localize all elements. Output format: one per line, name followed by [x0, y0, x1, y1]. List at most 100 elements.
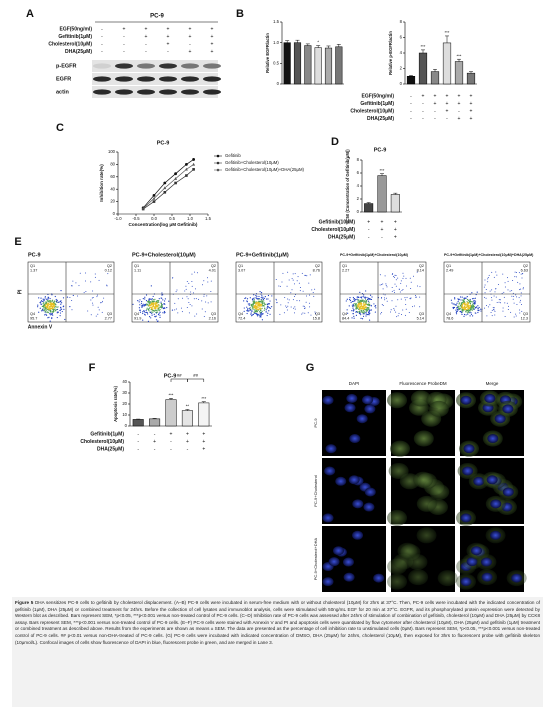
- event-dot: [261, 307, 263, 309]
- event-dot: [193, 298, 195, 300]
- event-dot: [459, 296, 462, 298]
- event-dot: [44, 305, 46, 307]
- event-dot: [246, 306, 248, 308]
- event-dot: [465, 309, 468, 311]
- row-label: PC-9+Cholesterol+DHA: [313, 537, 318, 580]
- event-dot: [152, 305, 154, 308]
- event-dot: [363, 311, 365, 313]
- event-dot: [514, 276, 516, 278]
- event-dot: [150, 309, 152, 311]
- event-dot: [154, 316, 156, 318]
- blot-band: [115, 63, 133, 69]
- event-dot: [360, 307, 362, 309]
- event-dot: [269, 300, 271, 302]
- cell-probe: [387, 509, 408, 526]
- blot-band: [181, 76, 199, 82]
- event-dot: [355, 303, 358, 305]
- quadrant-name: Q2: [107, 264, 112, 268]
- point: [174, 172, 178, 176]
- event-dot: [462, 300, 465, 302]
- condition-label: DHA(25μM): [65, 49, 92, 55]
- event-dot: [260, 309, 262, 311]
- event-dot: [147, 302, 149, 304]
- condition-mark: +: [458, 116, 461, 122]
- event-dot: [352, 303, 354, 306]
- event-dot: [146, 307, 148, 309]
- event-dot: [257, 315, 259, 317]
- event-dot: [254, 312, 256, 315]
- cell-nucleus: [356, 414, 368, 424]
- condition-mark: +: [202, 431, 205, 437]
- event-dot: [46, 300, 48, 302]
- condition-mark: -: [410, 93, 412, 99]
- event-dot: [148, 308, 150, 310]
- quadrant-value: 6.63: [521, 269, 528, 273]
- event-dot: [484, 284, 486, 286]
- condition-mark: -: [422, 101, 424, 107]
- event-dot: [275, 279, 277, 281]
- event-dot: [294, 273, 296, 275]
- point: [152, 196, 156, 200]
- event-dot: [472, 303, 474, 305]
- event-dot: [184, 290, 186, 292]
- condition-mark: -: [422, 108, 424, 114]
- cell-probe: [416, 527, 437, 544]
- event-dot: [521, 310, 523, 312]
- event-dot: [363, 296, 365, 298]
- event-dot: [359, 303, 361, 305]
- event-dot: [457, 298, 459, 300]
- cell-nucleus: [322, 577, 334, 587]
- event-dot: [457, 305, 459, 307]
- event-dot: [315, 312, 317, 314]
- event-dot: [380, 313, 382, 315]
- event-dot: [458, 303, 460, 305]
- condition-mark: -: [434, 108, 436, 114]
- event-dot: [515, 313, 517, 315]
- event-dot: [248, 307, 250, 310]
- event-dot: [363, 310, 365, 312]
- event-dot: [145, 309, 147, 312]
- event-dot: [260, 311, 262, 314]
- event-dot: [52, 299, 54, 301]
- event-dot: [206, 295, 208, 297]
- y-axis-label: Apoptosis rate(%): [113, 385, 118, 421]
- event-dot: [92, 297, 94, 299]
- significance-label: ***: [380, 168, 385, 173]
- event-dot: [145, 299, 148, 302]
- event-dot: [369, 298, 371, 301]
- event-dot: [309, 294, 311, 296]
- event-dot: [45, 314, 48, 316]
- quadrant-value: 91.9: [134, 317, 141, 321]
- event-dot: [314, 288, 316, 290]
- bar: [390, 194, 400, 213]
- x-tick-label: -0.5: [132, 216, 140, 221]
- event-dot: [290, 306, 292, 308]
- event-dot: [386, 300, 388, 302]
- event-dot: [151, 302, 153, 304]
- y-tick-label: 6: [357, 170, 360, 175]
- quadrant-name: Q1: [30, 264, 35, 268]
- condition-label: EGF(50ng/ml): [59, 26, 92, 32]
- blot-band: [203, 76, 221, 82]
- event-dot: [365, 299, 367, 301]
- event-dot: [281, 281, 283, 283]
- event-dot: [384, 275, 386, 277]
- event-dot: [458, 298, 460, 300]
- quadrant-name: Q3: [315, 312, 320, 316]
- event-dot: [155, 301, 157, 304]
- event-dot: [450, 299, 453, 301]
- event-dot: [269, 307, 271, 309]
- quadrant-value: 15.8: [313, 317, 320, 321]
- bar: [314, 47, 322, 85]
- event-dot: [57, 311, 59, 313]
- error-bar: [433, 69, 437, 72]
- y-tick-label: 40: [110, 186, 115, 191]
- event-dot: [37, 304, 39, 306]
- event-dot: [504, 315, 506, 317]
- event-dot: [156, 300, 158, 302]
- quadrant-value: 1.37: [30, 269, 37, 273]
- event-dot: [255, 297, 257, 299]
- event-dot: [249, 309, 251, 311]
- event-dot: [255, 305, 257, 307]
- event-dot: [314, 311, 316, 313]
